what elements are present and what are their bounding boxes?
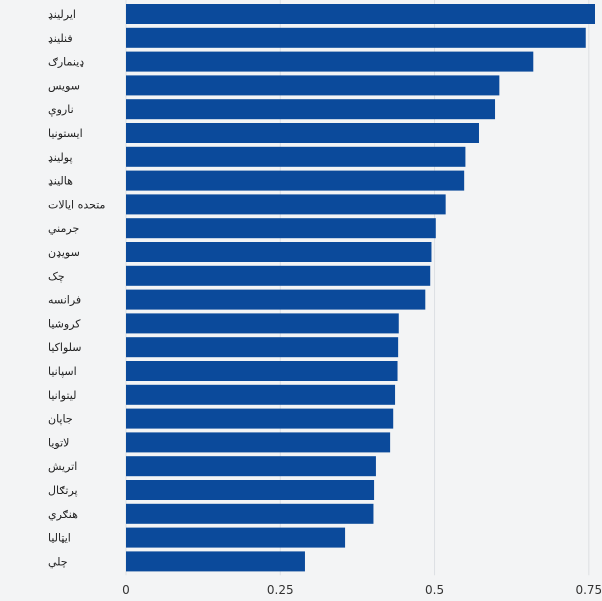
category-label: لیتوانیا [48, 389, 76, 402]
bar[interactable] [126, 242, 432, 262]
gridlines [125, 0, 590, 576]
category-label: متحده ایالات [48, 198, 106, 211]
category-label: ناروې [48, 103, 74, 117]
x-tick-label: 0 [122, 583, 130, 597]
category-label: چلي [48, 555, 68, 568]
bar[interactable] [126, 99, 496, 120]
bar[interactable] [126, 194, 446, 215]
category-label: چک [48, 270, 65, 283]
bar[interactable] [126, 432, 391, 453]
category-label: اسپانیا [48, 365, 77, 378]
category-label: ډینمارګ [48, 56, 84, 69]
bar[interactable] [126, 123, 479, 143]
bar[interactable] [126, 337, 399, 358]
category-label: ایټالیا [48, 532, 71, 545]
bar[interactable] [126, 51, 534, 72]
x-tick-labels: 0 0.25 0.5 0.75 [122, 583, 602, 597]
bar[interactable] [126, 480, 375, 500]
category-label: هنګري [48, 508, 78, 521]
category-label: جرمني [48, 222, 79, 235]
category-label: هالینډ [48, 175, 73, 188]
bar[interactable] [126, 527, 346, 548]
category-label: سویډن [48, 246, 80, 259]
bars [126, 4, 595, 572]
bar[interactable] [126, 361, 398, 381]
bar[interactable] [126, 170, 465, 191]
category-label: فنلینډ [48, 32, 73, 45]
bar[interactable] [126, 384, 396, 405]
category-label: پولینډ [48, 151, 73, 164]
x-tick-label: 0.25 [267, 583, 294, 597]
bar[interactable] [126, 313, 399, 334]
category-label: سلواکیا [48, 341, 82, 354]
category-label: اتریش [48, 460, 77, 473]
bar[interactable] [126, 75, 500, 96]
category-label: ایستونیا [48, 127, 83, 140]
category-label: کروشیا [48, 317, 81, 330]
bar[interactable] [126, 551, 305, 572]
category-label: سویس [48, 79, 80, 92]
bar[interactable] [126, 289, 426, 310]
x-tick-label: 0.75 [575, 583, 602, 597]
category-label: لاتویا [48, 436, 69, 449]
bar[interactable] [126, 146, 466, 167]
bar[interactable] [126, 218, 436, 239]
category-label: فرانسه [48, 294, 81, 307]
bar[interactable] [126, 4, 595, 24]
category-label: ایرلینډ [48, 8, 76, 21]
bar[interactable] [126, 27, 586, 48]
x-tick-label: 0.5 [425, 583, 444, 597]
bar[interactable] [126, 265, 431, 286]
bar[interactable] [126, 456, 376, 477]
bar[interactable] [126, 503, 374, 524]
category-labels: ایرلینډ فنلینډ ډینمارګ سویس ناروې ایستونیا پول… [48, 8, 106, 568]
category-label: پرتګال [48, 484, 78, 497]
category-label: جاپان [48, 413, 73, 426]
bar[interactable] [126, 408, 394, 429]
